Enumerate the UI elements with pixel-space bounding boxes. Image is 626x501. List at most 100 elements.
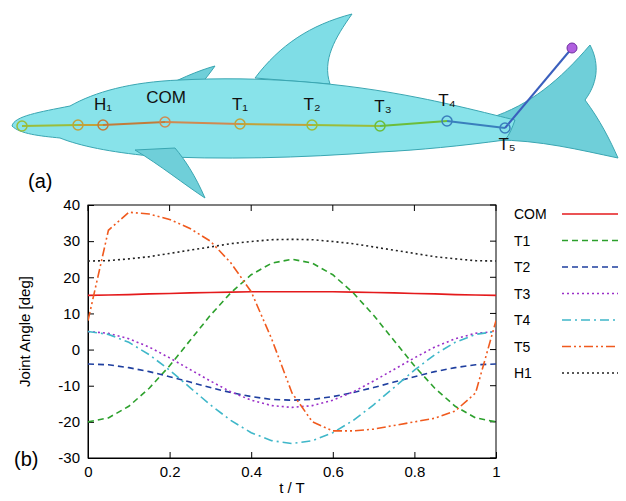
legend-label: COM xyxy=(514,206,547,222)
tick-mark xyxy=(496,452,497,458)
skeleton-joint xyxy=(375,121,385,131)
tick-mark xyxy=(88,386,94,387)
skeleton-segment xyxy=(380,121,447,126)
tick-mark-mirror xyxy=(490,205,496,206)
series-line xyxy=(88,259,496,422)
tick-label: 0.6 xyxy=(323,463,344,480)
tick-mark xyxy=(251,452,252,458)
tick-label: 10 xyxy=(63,305,80,322)
plot-lines xyxy=(88,212,496,443)
tick-mark xyxy=(88,205,94,206)
tick-mark-mirror xyxy=(490,277,496,278)
tick: 0.4 xyxy=(241,452,262,480)
joint-label: T₃ xyxy=(374,97,391,116)
legend-label: T3 xyxy=(514,286,531,302)
legend-swatch xyxy=(562,293,618,295)
joint-label: T₁ xyxy=(232,95,248,114)
tick: -10 xyxy=(58,377,94,394)
skeleton-segment xyxy=(78,124,103,126)
tick: 0 xyxy=(72,341,94,358)
plot-frame xyxy=(88,205,496,458)
axis-line xyxy=(89,458,497,459)
skeleton-joint xyxy=(160,117,170,127)
x-axis-title: t / T xyxy=(279,479,305,496)
tick-mark-mirror xyxy=(496,205,497,211)
joint-label: COM xyxy=(146,88,186,107)
legend-swatch xyxy=(562,372,618,374)
tick: 0.8 xyxy=(404,452,425,480)
tick-label: 0.8 xyxy=(404,463,425,480)
tick-mark-mirror xyxy=(251,205,252,211)
legend-label: T1 xyxy=(514,233,531,249)
skeleton-segment xyxy=(505,48,572,128)
tick-mark-mirror xyxy=(88,205,89,211)
skeleton-segment xyxy=(240,124,312,125)
y-axis-title: Joint Angle [deg] xyxy=(16,276,33,387)
series-line xyxy=(88,239,496,261)
skeleton-segment xyxy=(22,125,78,126)
tick-mark-mirror xyxy=(490,385,496,386)
skeleton-tip xyxy=(567,43,577,53)
legend-swatch xyxy=(562,319,618,321)
tick-mark-mirror xyxy=(490,349,496,350)
tick-label: -10 xyxy=(58,377,80,394)
tick: 0.2 xyxy=(160,452,181,480)
legend-swatch xyxy=(562,213,618,215)
skeleton-joint xyxy=(500,123,510,133)
dolphin-tail xyxy=(490,45,618,158)
legend-label: T4 xyxy=(514,312,531,328)
skeleton-joint xyxy=(235,119,245,129)
tick-mark xyxy=(333,452,334,458)
series-line xyxy=(88,212,496,431)
series-line xyxy=(88,292,496,296)
tick-mark xyxy=(88,241,94,242)
dolphin-body xyxy=(12,79,515,158)
tick-label: 0.2 xyxy=(160,463,181,480)
legend-label: H1 xyxy=(514,365,532,381)
tick: 0.6 xyxy=(323,452,344,480)
series-line xyxy=(88,332,496,408)
skeleton-joint xyxy=(307,120,317,130)
legend-swatch xyxy=(562,346,618,348)
legend-swatch xyxy=(562,240,618,242)
panel-label: (a) xyxy=(28,170,52,192)
tick-label: 0.4 xyxy=(241,463,262,480)
joint-label: H₁ xyxy=(94,95,112,114)
legend-swatch xyxy=(562,266,618,268)
tick-mark xyxy=(88,277,94,278)
tick-label: -30 xyxy=(58,449,80,466)
tick-label: 40 xyxy=(63,196,80,213)
tick-label: 0 xyxy=(84,463,92,480)
legend-label: T2 xyxy=(514,259,531,275)
tick-mark-mirror xyxy=(490,313,496,314)
tick-mark xyxy=(170,452,171,458)
joint-label: T₂ xyxy=(304,95,321,114)
diagram: H₁ COM T₁ T₂ T₃ T₄ T₅ xyxy=(12,14,618,198)
dolphin-dorsal-fin xyxy=(255,14,352,84)
skeleton-segment xyxy=(103,122,165,125)
tick-mark xyxy=(88,350,94,351)
tick-mark-mirror xyxy=(490,458,496,459)
series-line xyxy=(88,364,496,400)
skeleton-joint xyxy=(98,120,108,130)
skeleton-segment xyxy=(312,125,380,126)
joint-label: T₅ xyxy=(498,135,515,154)
tick: 20 xyxy=(63,269,94,286)
tick: -30 xyxy=(58,449,94,466)
tick-mark-mirror xyxy=(414,205,415,211)
tick-mark-mirror xyxy=(169,205,170,211)
skeleton-joint xyxy=(442,116,452,126)
tick-mark xyxy=(88,458,94,459)
skeleton-segment xyxy=(447,121,505,128)
series-line xyxy=(88,332,496,444)
legend-label: T5 xyxy=(514,339,531,355)
tick-mark-mirror xyxy=(490,241,496,242)
x-axis: 0 0.2 0.4 0.6 0.8 1 xyxy=(84,452,500,480)
joint-label: T₄ xyxy=(438,91,455,110)
skeleton-joint xyxy=(73,120,83,130)
tick-mark-mirror xyxy=(332,205,333,211)
dolphin-flipper xyxy=(135,148,205,198)
panel-label: (b) xyxy=(14,448,38,470)
tick-label: 1 xyxy=(492,463,500,480)
tick: 40 xyxy=(63,196,94,213)
